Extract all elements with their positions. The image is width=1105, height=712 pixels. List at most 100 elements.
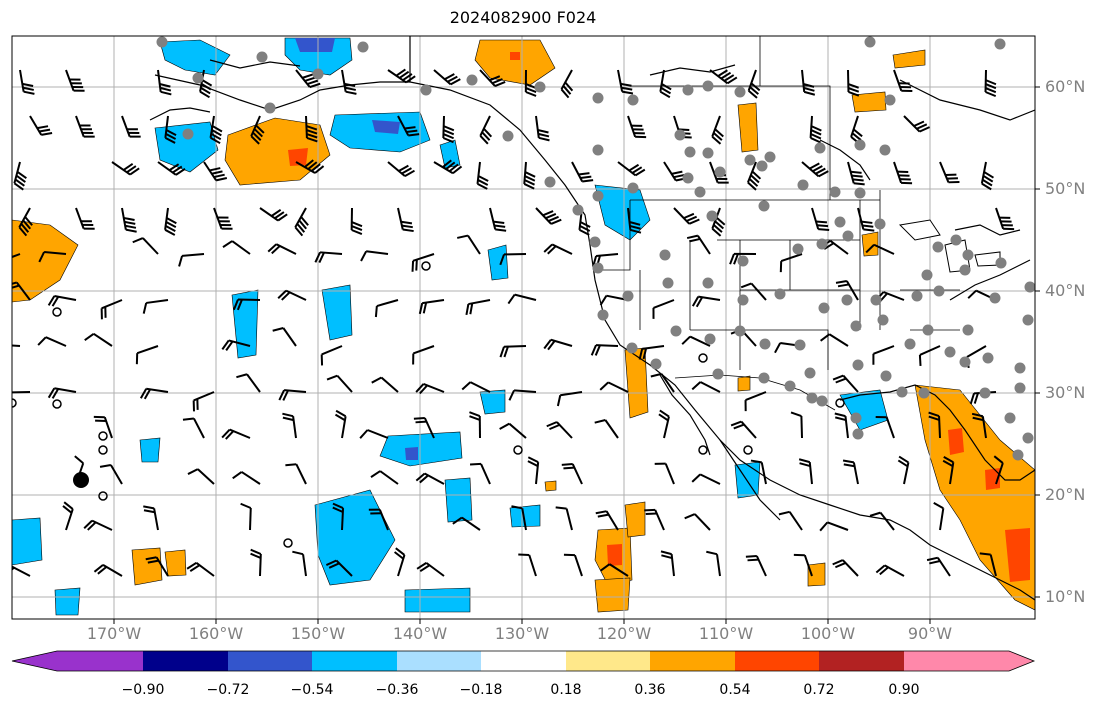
wind-barb-feather [810,125,822,132]
wind-barb-feather [360,250,368,262]
wind-barb [461,516,481,531]
station-marker [950,234,962,246]
station-marker [1014,382,1026,394]
wind-barb-feather [518,553,530,557]
negative-core-shading [295,38,418,460]
wind-barb-feather [661,554,673,560]
lon-label-170w: 170°W [86,624,142,643]
wind-barb-feather [683,212,695,220]
wind-barb-feather [395,68,406,77]
wind-barb-feather [415,259,418,271]
wind-barb-feather [282,412,294,418]
wind-barb-feather [508,389,515,401]
wind-barb-feather [408,133,420,137]
colorbar-extend-low [12,651,57,671]
wind-barb-feather [302,73,314,79]
wind-barb-feather [879,566,889,576]
wind-barb-feather [852,178,864,182]
wind-barb [241,471,261,485]
wind-barb [788,511,803,531]
wind-barb-feather [457,234,469,239]
wind-barb-feather [14,178,25,187]
wind-barb-feather [370,470,381,478]
wind-barb-feather [292,550,304,556]
wind-barb-feather [983,171,994,179]
wind-barb-feather [452,165,463,175]
wind-barb-feather [139,388,148,399]
wind-barb [699,473,721,485]
wind-barb-feather [12,284,20,289]
wind-barb [110,464,123,485]
wind-barb-feather [634,168,646,177]
wind-barb-feather [943,455,954,464]
wind-barb-feather [523,183,535,190]
wind-barb-feather [494,81,506,88]
wind-barb-feather [483,127,493,138]
colorbar-segment [904,651,1009,671]
station-marker [962,324,974,336]
wind-barb-feather [225,340,234,351]
station-marker [774,288,786,300]
wind-barb-feather [748,178,759,187]
wind-barb-feather [201,79,213,87]
wind-barb-feather [189,564,201,572]
wind-barb-feather [681,335,691,345]
wind-barb-feather [525,91,537,97]
station-marker [911,290,923,302]
wind-barb-feather [818,170,829,178]
wind-barb-feather [160,90,172,96]
station-marker [874,218,886,230]
wind-barb-feather [404,126,416,130]
wind-barb [380,376,399,393]
station-marker [1004,412,1016,424]
station-marker [702,147,714,159]
colorbar-tick-label: 0.18 [550,682,582,698]
wind-barb-feather [272,327,284,332]
wind-barb-feather [306,133,318,139]
wind-barb-feather [84,332,95,342]
wind-barb-feather [164,136,176,144]
wind-barb-feather [211,170,223,175]
wind-barb-feather [443,133,455,140]
wind-barb-feather [145,556,157,561]
wind-barb-feather [835,562,846,569]
station-marker [256,51,268,63]
wind-barb-feather [93,564,104,573]
wind-barb [43,251,67,255]
wind-barb-feather [818,228,830,231]
wind-barb-feather [715,216,726,226]
wind-barb-feather [404,169,415,177]
wind-barb-feather [727,76,738,85]
wind-barb-feather [749,86,759,95]
colorbar-segment [735,651,819,671]
colorbar-tick-label: −0.72 [206,682,250,698]
wind-barb-feather [564,81,574,92]
wind-barb-feather [143,505,155,510]
wind-barb [827,521,849,531]
station-marker [932,241,944,253]
wind-barb-feather [837,283,850,288]
wind-barb-feather [538,136,550,142]
wind-barb-feather [374,305,378,318]
wind-barb-feather [39,128,51,133]
wind-barb [760,462,767,485]
wind-barb-feather [714,220,725,230]
wind-barb-feather [232,471,243,480]
wind-barb-feather [560,88,570,99]
lat-lon-grid [12,36,1035,619]
wind-barb [249,507,252,531]
lon-label-120w: 120°W [596,624,652,643]
wind-barb-feather [671,170,683,175]
station-marker [572,204,584,216]
wind-barb-feather [306,129,318,135]
wind-barb-feather [413,416,425,420]
station-marker [758,200,770,212]
station-marker [662,277,674,289]
wind-barb [321,345,343,356]
station-marker [1024,281,1035,293]
wind-barb [12,344,21,347]
wind-barb [336,374,353,393]
wind-barb-feather [832,374,844,381]
colorbar-segment [481,651,566,671]
station-marker [804,367,816,379]
